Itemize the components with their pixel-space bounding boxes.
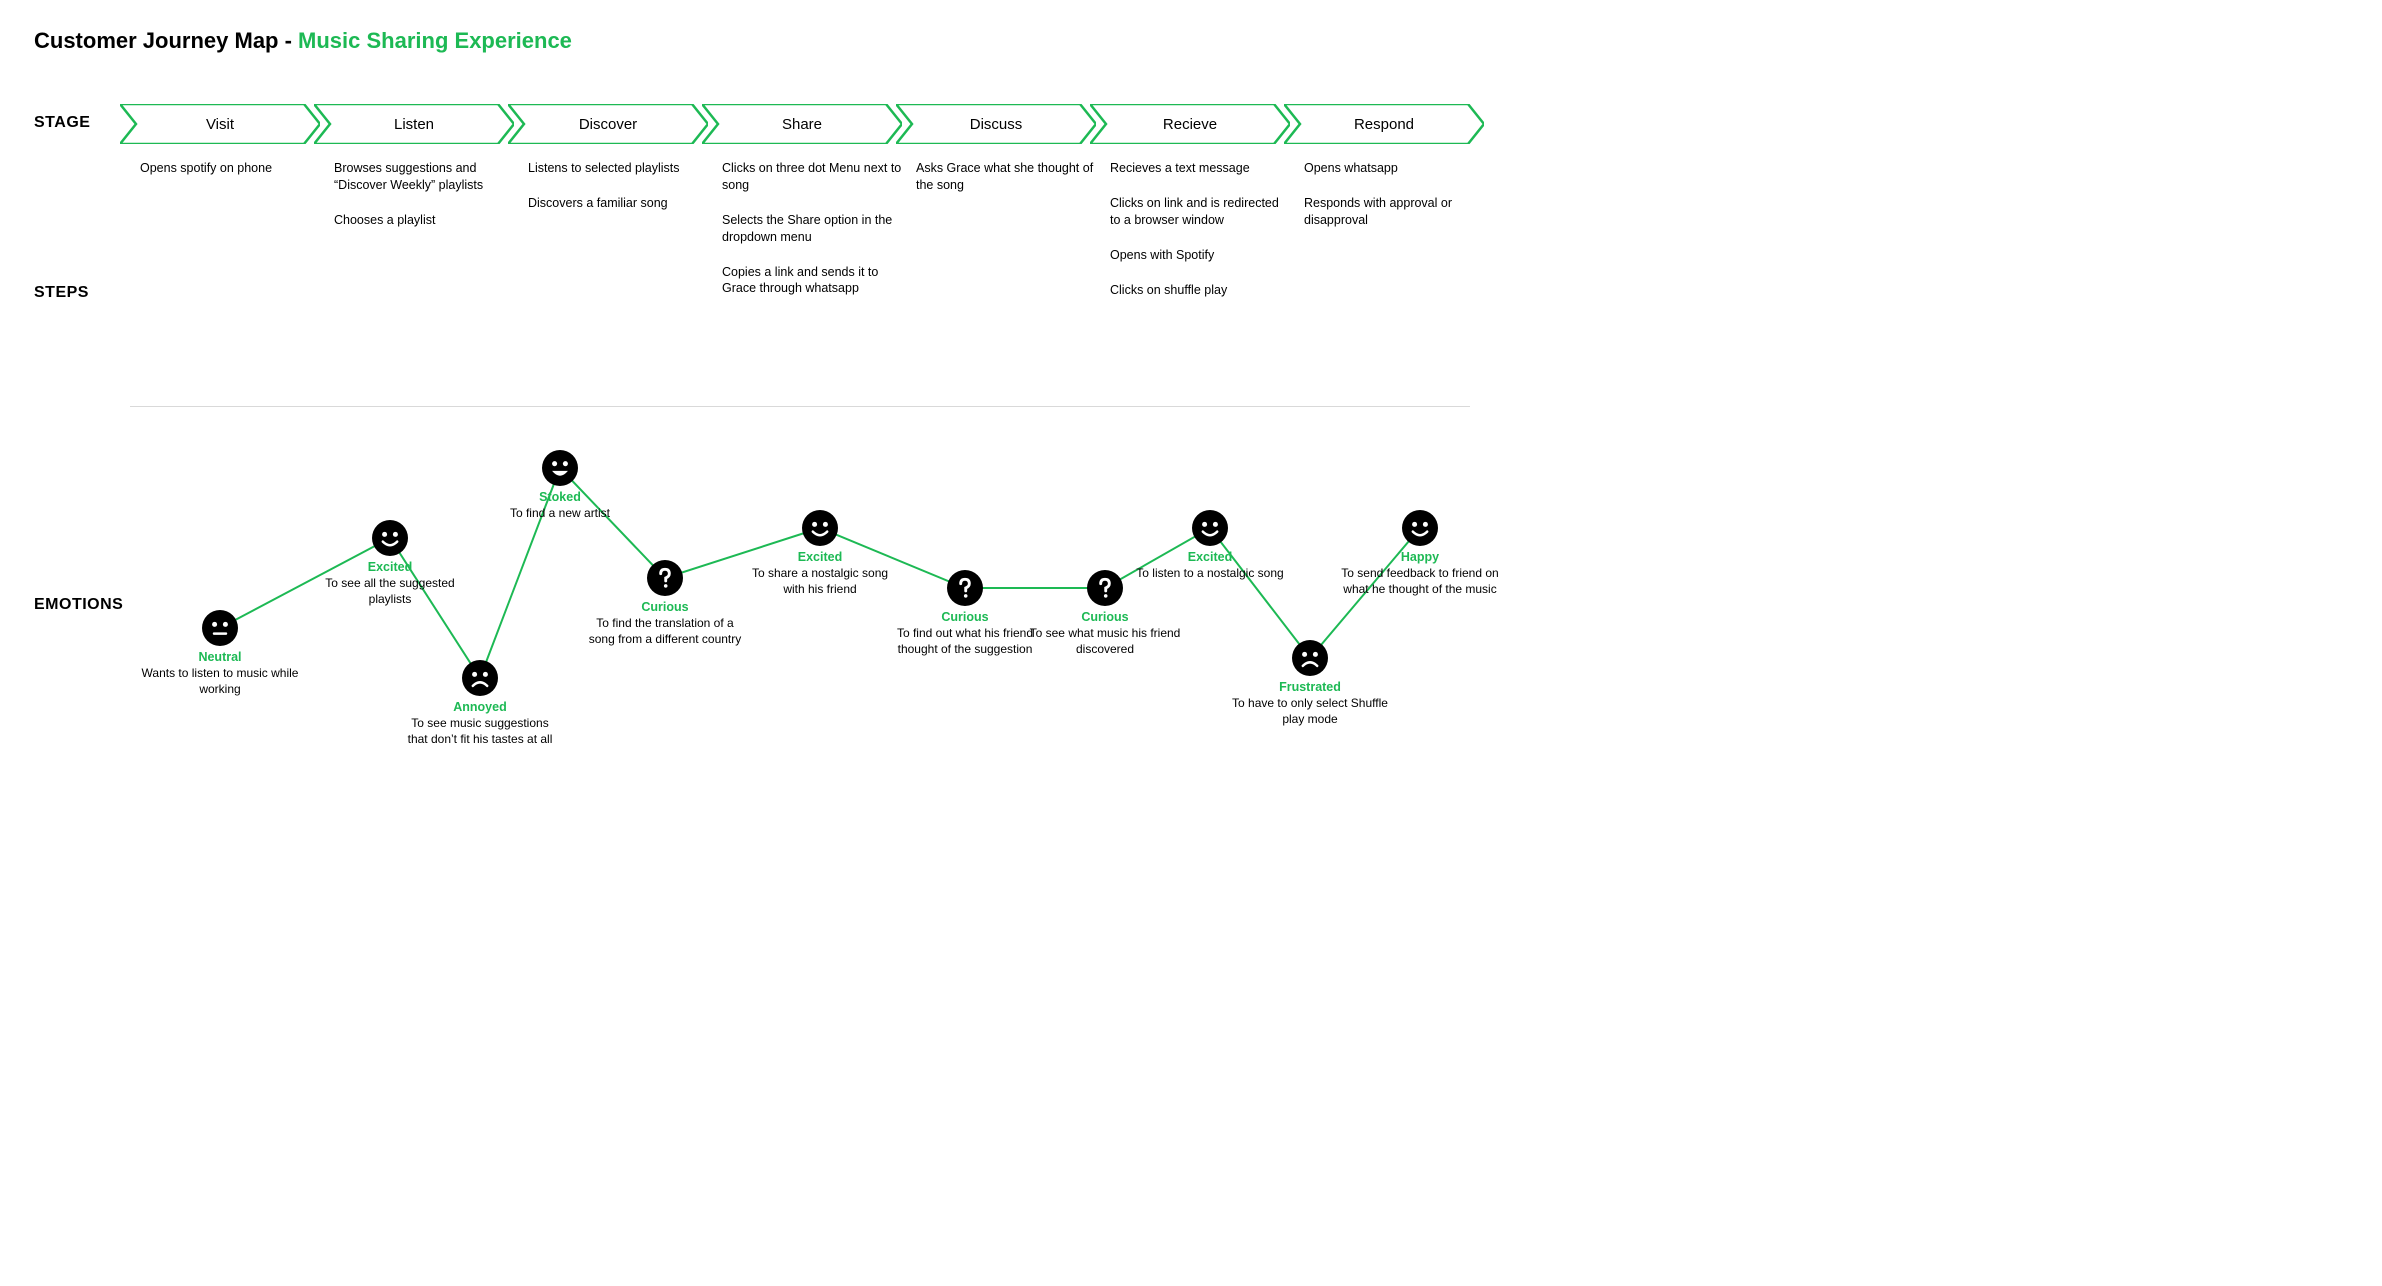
stage-label: Discover — [508, 104, 708, 144]
page-title: Customer Journey Map - Music Sharing Exp… — [34, 28, 1490, 54]
step-item: Copies a link and sends it to Grace thro… — [722, 264, 902, 298]
emotion-card: Curious To see what music his friend disc… — [1020, 570, 1190, 657]
step-item: Asks Grace what she thought of the song — [916, 160, 1096, 194]
stage-chevron: Discover — [508, 104, 708, 144]
emotion-desc: To send feedback to friend on what he th… — [1335, 566, 1505, 597]
stage-label: Share — [702, 104, 902, 144]
section-divider — [130, 406, 1470, 407]
step-item: Recieves a text message — [1110, 160, 1290, 177]
stage-chevron: Recieve — [1090, 104, 1290, 144]
emotion-card: Neutral Wants to listen to music while wo… — [135, 610, 305, 697]
step-item: Clicks on three dot Menu next to song — [722, 160, 902, 194]
steps-column: Clicks on three dot Menu next to song Sel… — [722, 160, 912, 316]
steps-column: Listens to selected playlists Discovers a… — [528, 160, 718, 316]
emotion-card: Frustrated To have to only select Shuffle… — [1225, 640, 1395, 727]
title-prefix: Customer Journey Map - — [34, 28, 298, 53]
step-item: Opens with Spotify — [1110, 247, 1290, 264]
emotion-desc: To have to only select Shuffle play mode — [1225, 696, 1395, 727]
emotion-name: Excited — [735, 550, 905, 564]
emotion-desc: To listen to a nostalgic song — [1125, 566, 1295, 582]
emotion-name: Curious — [1020, 610, 1190, 624]
steps-grid: Opens spotify on phone Browses suggestion… — [140, 160, 1480, 316]
step-item: Responds with approval or disapproval — [1304, 195, 1484, 229]
emotion-face-icon — [202, 610, 238, 646]
emotion-name: Happy — [1335, 550, 1505, 564]
stage-chevron: Visit — [120, 104, 320, 144]
step-item: Clicks on link and is redirected to a br… — [1110, 195, 1290, 229]
emotion-face-icon — [462, 660, 498, 696]
stage-chevron: Listen — [314, 104, 514, 144]
stage-label: Visit — [120, 104, 320, 144]
emotion-desc: To see all the suggested playlists — [305, 576, 475, 607]
emotion-card: Excited To see all the suggested playlist… — [305, 520, 475, 607]
step-item: Selects the Share option in the dropdown… — [722, 212, 902, 246]
steps-column: Opens whatsapp Responds with approval or … — [1304, 160, 1494, 316]
emotion-name: Annoyed — [395, 700, 565, 714]
emotion-face-icon — [1292, 640, 1328, 676]
row-label-stage: STAGE — [34, 114, 90, 132]
stage-label: Listen — [314, 104, 514, 144]
emotion-name: Neutral — [135, 650, 305, 664]
steps-column: Browses suggestions and “Discover Weekly… — [334, 160, 524, 316]
emotion-desc: Wants to listen to music while working — [135, 666, 305, 697]
journey-map: Customer Journey Map - Music Sharing Exp… — [0, 0, 1490, 800]
emotions-chart: Neutral Wants to listen to music while wo… — [120, 438, 1480, 768]
emotion-card: Stoked To find a new artist — [475, 450, 645, 522]
emotion-desc: To see what music his friend discovered — [1020, 626, 1190, 657]
emotion-face-icon — [372, 520, 408, 556]
emotion-face-icon — [647, 560, 683, 596]
step-item: Opens spotify on phone — [140, 160, 320, 177]
emotion-name: Excited — [305, 560, 475, 574]
step-item: Browses suggestions and “Discover Weekly… — [334, 160, 514, 194]
emotion-card: Happy To send feedback to friend on what … — [1335, 510, 1505, 597]
stage-chevron: Share — [702, 104, 902, 144]
stage-chevron: Discuss — [896, 104, 1096, 144]
emotion-desc: To see music suggestions that don’t fit … — [395, 716, 565, 747]
emotion-face-icon — [542, 450, 578, 486]
emotion-card: Annoyed To see music suggestions that don… — [395, 660, 565, 747]
stage-label: Respond — [1284, 104, 1484, 144]
emotion-desc: To find a new artist — [475, 506, 645, 522]
stage-chevrons: VisitListenDiscoverShareDiscussRecieveRe… — [120, 104, 1490, 144]
steps-column: Opens spotify on phone — [140, 160, 330, 316]
emotion-face-icon — [802, 510, 838, 546]
emotion-face-icon — [1402, 510, 1438, 546]
stage-label: Discuss — [896, 104, 1096, 144]
steps-column: Recieves a text message Clicks on link an… — [1110, 160, 1300, 316]
emotion-face-icon — [1087, 570, 1123, 606]
title-accent: Music Sharing Experience — [298, 28, 572, 53]
emotion-desc: To find the translation of a song from a… — [580, 616, 750, 647]
step-item: Opens whatsapp — [1304, 160, 1484, 177]
emotion-name: Frustrated — [1225, 680, 1395, 694]
emotion-name: Stoked — [475, 490, 645, 504]
emotion-name: Excited — [1125, 550, 1295, 564]
step-item: Clicks on shuffle play — [1110, 282, 1290, 299]
steps-column: Asks Grace what she thought of the song — [916, 160, 1106, 316]
row-label-emotions: EMOTIONS — [34, 596, 123, 614]
step-item: Discovers a familiar song — [528, 195, 708, 212]
stage-label: Recieve — [1090, 104, 1290, 144]
emotion-card: Excited To listen to a nostalgic song — [1125, 510, 1295, 582]
row-label-steps: STEPS — [34, 284, 89, 302]
stage-chevron: Respond — [1284, 104, 1484, 144]
step-item: Chooses a playlist — [334, 212, 514, 229]
emotion-face-icon — [1192, 510, 1228, 546]
emotion-name: Curious — [580, 600, 750, 614]
step-item: Listens to selected playlists — [528, 160, 708, 177]
emotion-card: Curious To find the translation of a song… — [580, 560, 750, 647]
emotion-face-icon — [947, 570, 983, 606]
